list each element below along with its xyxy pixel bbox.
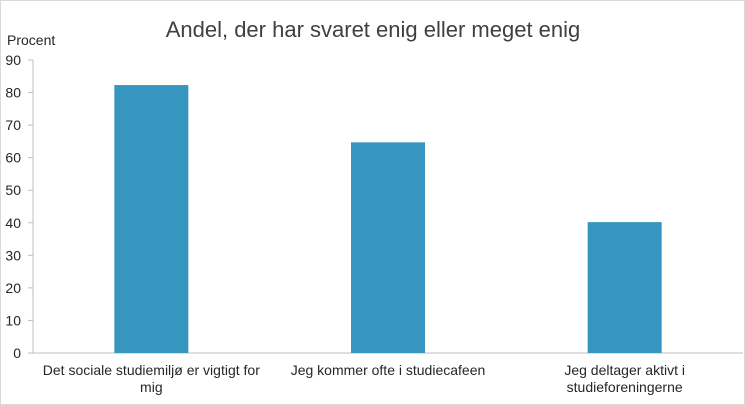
y-tick-label: 30 (5, 247, 21, 263)
y-tick-label: 90 (5, 52, 21, 68)
y-tick-label: 20 (5, 280, 21, 296)
y-tick-label: 0 (13, 345, 21, 361)
bar (587, 222, 662, 353)
bar (351, 142, 425, 353)
y-tick-label: 60 (5, 150, 21, 166)
x-category-label: Det sociale studiemiljø er vigtigt for (43, 362, 260, 378)
x-category-label: Jeg kommer ofte i studiecafeen (291, 362, 486, 378)
y-tick-label: 70 (5, 117, 21, 133)
x-category-label: studieforeningerne (567, 379, 683, 395)
y-axis-label: Procent (7, 32, 55, 48)
bar (114, 85, 189, 353)
x-category-label: mig (140, 379, 163, 395)
y-tick-label: 80 (5, 85, 21, 101)
chart-title: Andel, der har svaret enig eller meget e… (166, 17, 581, 42)
y-tick-label: 40 (5, 215, 21, 231)
x-category-label: Jeg deltager aktivt i (564, 362, 685, 378)
y-tick-label: 10 (5, 312, 21, 328)
y-tick-label: 50 (5, 182, 21, 198)
